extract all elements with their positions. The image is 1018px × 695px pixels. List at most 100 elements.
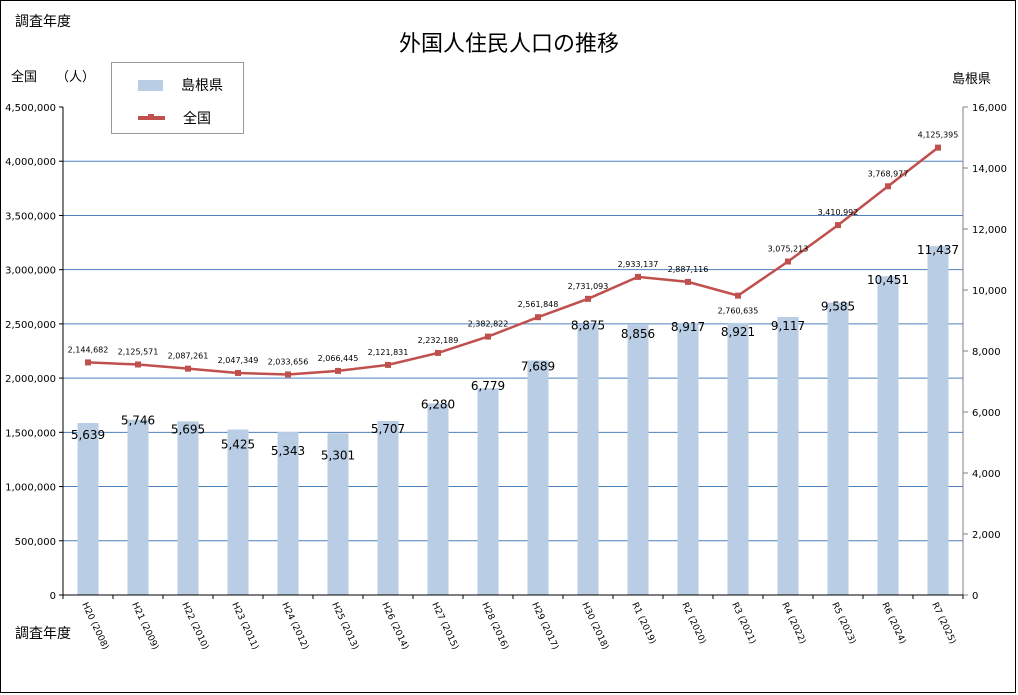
- right-axis-tick-label: 8,000: [972, 347, 1001, 358]
- x-axis-title: 調査年度: [15, 626, 71, 642]
- bar-data-label: 7,689: [521, 359, 555, 373]
- bar-series-shimane: [77, 246, 949, 595]
- line-data-label: 2,047,349: [218, 356, 259, 365]
- line-marker: [685, 278, 691, 285]
- line-marker: [835, 222, 841, 229]
- right-axis-tick-label: 4,000: [972, 469, 1001, 480]
- bar-data-label: 11,437: [917, 243, 959, 257]
- right-axis-title: 島根県: [952, 72, 992, 87]
- x-axis-tick-label: H25 (2013): [329, 601, 360, 651]
- bar-data-label: 8,917: [671, 320, 705, 334]
- x-axis-tick-label: H22 (2010): [179, 601, 210, 651]
- line-marker: [885, 183, 891, 190]
- line-data-label: 2,121,831: [368, 348, 409, 357]
- line-marker: [385, 361, 391, 368]
- bar-data-label: 5,301: [321, 448, 355, 462]
- x-axis-tick-label: R4 (2022): [779, 601, 807, 646]
- bar-data-label: 9,117: [771, 319, 805, 333]
- bar: [777, 316, 799, 595]
- line-data-label: 2,887,116: [668, 265, 709, 274]
- x-axis-tick-label: R5 (2023): [829, 601, 857, 646]
- left-axis-tick-label: 1,500,000: [5, 428, 56, 439]
- line-series-national: [85, 144, 941, 378]
- x-axis-tick-label: H20 (2008): [79, 601, 110, 651]
- legend-label: 島根県: [181, 78, 223, 94]
- x-axis-tick-label: R6 (2024): [879, 601, 907, 646]
- x-axis-tick-label: H28 (2016): [479, 601, 510, 651]
- line-marker: [235, 369, 241, 376]
- bar: [877, 276, 899, 595]
- line-marker: [635, 273, 641, 280]
- bar: [527, 360, 549, 595]
- line-data-label: 2,066,445: [318, 354, 359, 363]
- line-data-label: 2,561,848: [518, 300, 559, 309]
- x-axis-tick-label: H23 (2011): [229, 601, 260, 651]
- x-axis-tick-label: H24 (2012): [279, 601, 310, 651]
- x-axis-tick-label: R2 (2020): [679, 601, 707, 646]
- x-axis-tick-label: H29 (2017): [529, 601, 560, 651]
- legend-item-shimane: 島根県: [138, 75, 223, 95]
- right-axis-tick-label: 10,000: [972, 286, 1007, 297]
- right-axis-tick-label: 6,000: [972, 408, 1001, 419]
- bar: [327, 433, 349, 595]
- bar-data-label: 8,856: [621, 327, 655, 341]
- line-data-label: 2,232,189: [418, 336, 459, 345]
- line-marker: [285, 371, 291, 378]
- line-marker: [335, 367, 341, 374]
- bar: [277, 432, 299, 595]
- line-data-label: 2,033,656: [268, 357, 309, 366]
- bar: [727, 322, 749, 595]
- bar: [427, 403, 449, 595]
- left-axis-tick-label: 4,000,000: [5, 157, 56, 168]
- bar: [627, 324, 649, 595]
- bar-data-label: 10,451: [867, 273, 909, 287]
- x-axis-tick-label: H26 (2014): [379, 601, 410, 651]
- left-axis-tick-label: 4,500,000: [5, 103, 56, 114]
- bar-data-label: 5,425: [221, 438, 255, 452]
- line-data-label: 2,125,571: [118, 347, 159, 356]
- line-marker: [785, 258, 791, 265]
- line-marker: [85, 359, 91, 366]
- bar-data-label: 5,343: [271, 444, 305, 458]
- right-axis-tick-label: 0: [972, 591, 978, 602]
- bar-data-label: 6,280: [421, 397, 455, 411]
- bar: [477, 388, 499, 595]
- line-marker: [935, 144, 941, 151]
- x-axis-tick-label: H21 (2009): [129, 601, 160, 651]
- left-axis-tick-label: 2,500,000: [5, 320, 56, 331]
- x-axis-tick-label: R3 (2021): [729, 601, 757, 646]
- legend-line-swatch-icon: [138, 114, 165, 120]
- bar-data-label: 8,921: [721, 325, 755, 339]
- line-data-label: 3,768,977: [868, 169, 909, 178]
- bar: [927, 246, 949, 595]
- line-data-label: 2,933,137: [618, 260, 659, 269]
- bar: [577, 324, 599, 595]
- bar-data-label: 5,746: [121, 414, 155, 428]
- bar: [677, 323, 699, 595]
- chart-title: 外国人住民人口の推移: [398, 32, 619, 57]
- left-axis-tick-label: 500,000: [15, 537, 56, 548]
- line-data-label: 4,125,395: [918, 131, 959, 140]
- corner-label: 調査年度: [15, 14, 71, 30]
- bar-data-label: 6,779: [471, 379, 505, 393]
- left-axis-unit: （人）: [56, 70, 96, 85]
- x-axis-tick-label: H30 (2018): [579, 601, 610, 651]
- data-labels: 2,144,682 2,125,571 2,087,261 2,047,349 2,03…: [68, 131, 959, 463]
- bar: [127, 419, 149, 595]
- line-data-label: 2,382,822: [468, 320, 509, 329]
- line-marker: [185, 365, 191, 372]
- line-data-label: 2,144,682: [68, 345, 109, 354]
- line-marker: [735, 292, 741, 299]
- bar: [77, 423, 99, 595]
- left-axis-tick-label: 0: [50, 591, 56, 602]
- bar-data-label: 5,695: [171, 422, 205, 436]
- line-marker: [435, 349, 441, 356]
- left-axis-tick-label: 2,000,000: [5, 374, 56, 385]
- legend-label: 全国: [183, 111, 211, 127]
- legend-item-national: 全国: [138, 108, 211, 128]
- line-marker: [135, 361, 141, 368]
- line-data-label: 2,760,635: [718, 307, 759, 316]
- x-axis-tick-label: R1 (2019): [629, 601, 657, 646]
- left-axis-tick-label: 3,500,000: [5, 211, 56, 222]
